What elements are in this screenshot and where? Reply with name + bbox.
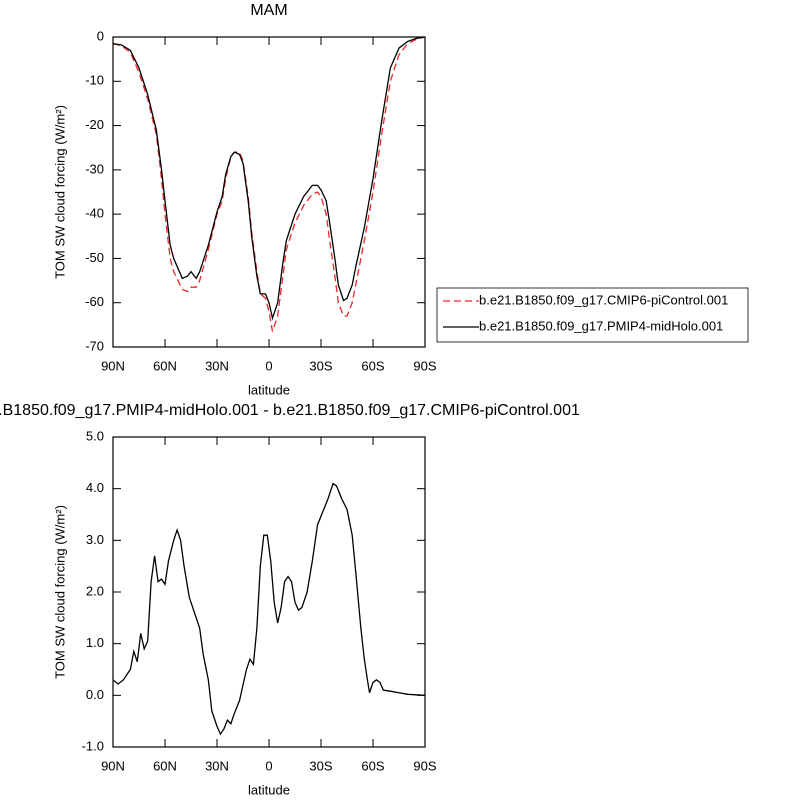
x-tick-label: 60S — [361, 758, 384, 773]
plot-frame — [112, 436, 426, 748]
legend-box — [436, 287, 749, 343]
y-tick-label: -40 — [85, 206, 104, 221]
x-tick-label: 60S — [361, 358, 384, 373]
x-tick-label: 30N — [205, 358, 229, 373]
y-tick-label: 4.0 — [86, 480, 104, 495]
y-tick-label: -10 — [85, 73, 104, 88]
plot-frame — [112, 36, 426, 348]
y-tick-label: 3.0 — [86, 532, 104, 547]
y-tick-label: -30 — [85, 161, 104, 176]
x-tick-label: 60N — [153, 358, 177, 373]
y-tick-label: 2.0 — [86, 583, 104, 598]
x-tick-label: 30S — [309, 358, 332, 373]
x-tick-label: 90N — [101, 758, 125, 773]
legend-label: b.e21.B1850.f09_g17.CMIP6-piControl.001 — [479, 292, 728, 307]
series-line — [112, 36, 426, 332]
series-line — [112, 36, 426, 321]
y-tick-label: -1.0 — [82, 738, 104, 753]
legend-label: b.e21.B1850.f09_g17.PMIP4-midHolo.001 — [479, 318, 723, 333]
x-tick-label: 0 — [265, 358, 272, 373]
y-tick-label: 0.0 — [86, 687, 104, 702]
x-axis-label: latitude — [248, 782, 290, 797]
chart-title: b.e21.B1850.f09_g17.PMIP4-midHolo.001 - … — [0, 402, 580, 419]
x-tick-label: 90N — [101, 358, 125, 373]
x-tick-label: 30N — [205, 758, 229, 773]
y-tick-label: -50 — [85, 250, 104, 265]
x-tick-label: 60N — [153, 758, 177, 773]
y-tick-label: -20 — [85, 117, 104, 132]
y-tick-label: 1.0 — [86, 635, 104, 650]
x-tick-label: 30S — [309, 758, 332, 773]
y-axis-label: TOM SW cloud forcing (W/m²) — [52, 105, 67, 279]
y-axis-label: TOM SW cloud forcing (W/m²) — [52, 505, 67, 679]
x-tick-label: 90S — [413, 358, 436, 373]
y-tick-label: -70 — [85, 338, 104, 353]
y-tick-label: 5.0 — [86, 428, 104, 443]
x-tick-label: 90S — [413, 758, 436, 773]
series-line — [112, 482, 426, 736]
chart-title: MAM — [250, 2, 287, 19]
x-tick-label: 0 — [265, 758, 272, 773]
y-tick-label: 0 — [97, 28, 104, 43]
x-axis-label: latitude — [248, 382, 290, 397]
y-tick-label: -60 — [85, 294, 104, 309]
